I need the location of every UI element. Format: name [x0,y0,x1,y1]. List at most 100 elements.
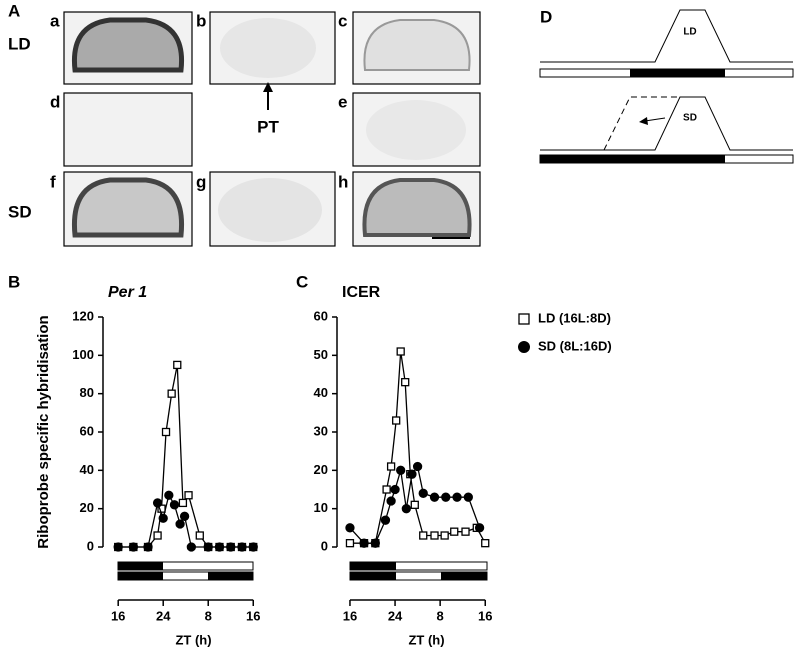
dark-bar [350,562,396,570]
legend-marker [518,341,530,353]
section-label: d [50,92,60,111]
point [370,538,380,548]
y-tick-label: 80 [80,385,94,400]
point [359,538,369,548]
curve-label: LD [683,27,696,38]
y-tick-label: 0 [321,538,328,553]
point [450,527,459,536]
point [396,347,405,356]
y-tick-label: 40 [80,462,94,477]
chart-title: Per 1 [108,284,147,301]
point [463,492,473,502]
point [158,513,168,523]
y-tick-label: 120 [72,308,94,323]
brain [366,100,466,160]
point [161,427,171,437]
x-tick-label: 24 [388,608,403,623]
point [396,465,406,475]
legend-label: SD (8L:16D) [538,338,612,353]
brain [363,19,471,71]
point [419,531,428,540]
brain [362,178,472,237]
x-axis-label: ZT (h) [175,632,211,647]
point [401,504,411,514]
row-label: LD [8,34,31,53]
point [143,542,153,552]
y-tick-label: 20 [80,500,94,515]
point [184,491,193,500]
y-axis-label: Riboprobe specific hybridisation [35,315,52,548]
point [128,542,139,552]
dark-bar [208,572,253,580]
point [441,492,451,502]
point [173,360,182,370]
shifted-curve [603,96,680,151]
legend-label: LD (16L:8D) [538,310,611,325]
point [452,492,462,502]
section-label: a [50,11,60,30]
section-label: e [338,92,347,111]
curve [540,96,793,151]
point [179,511,190,521]
section-label: h [338,172,348,191]
series-line [349,351,486,544]
point [345,539,355,548]
row-label: SD [8,202,32,221]
photoperiod-bars [117,561,488,581]
point [429,492,440,502]
point [410,500,419,509]
section-label: g [196,172,206,191]
arrow [644,117,666,122]
y-tick-label: 40 [314,385,328,400]
point [195,531,204,540]
point [392,416,401,425]
arrow-head [263,82,273,92]
point [164,490,174,500]
x-axis-label: ZT (h) [408,632,444,647]
brain [71,17,185,73]
dark-bar [540,155,725,163]
x-tick-label: 16 [343,608,357,623]
panel-label: C [296,272,308,291]
section-image [63,92,193,167]
y-tick-label: 50 [314,347,328,362]
point [380,515,391,525]
arrow-head [639,117,648,125]
x-tick-label: 16 [246,608,260,623]
section-label: b [196,11,206,30]
x-tick-label: 8 [437,608,444,623]
y-tick-label: 20 [314,462,328,477]
point [481,539,490,548]
point [186,542,196,552]
y-tick-label: 60 [314,308,328,323]
curve [540,9,793,63]
point [390,484,400,495]
point [153,531,162,540]
section-label: c [338,11,347,30]
sections [63,11,481,247]
y-tick-label: 100 [72,347,94,362]
point [386,462,396,471]
dark-bar [630,69,725,77]
point [226,542,236,552]
panel-label: D [540,7,552,26]
point [203,542,213,552]
point [386,496,396,506]
dark-bar [118,562,163,570]
point [214,542,225,552]
point [412,461,423,472]
x-tick-label: 24 [156,608,171,623]
point [169,500,180,510]
dark-bar [350,572,396,580]
chart-title: ICER [342,284,381,301]
brain [220,18,316,78]
curve-label: SD [683,113,697,124]
point [401,378,410,387]
y-tick-label: 60 [80,423,94,438]
arrow-label: PT [257,117,279,136]
point [418,488,428,498]
brain [218,178,322,242]
legend-marker [518,313,530,325]
y-tick-label: 10 [314,500,328,515]
